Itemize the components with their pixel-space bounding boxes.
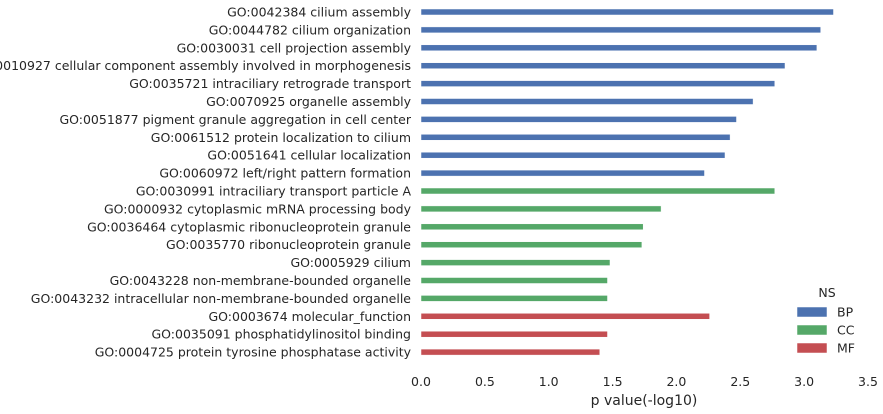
legend-swatch (796, 342, 828, 354)
bar (420, 295, 608, 302)
category-label: GO:0042384 cilium assembly (227, 5, 411, 20)
bar (420, 116, 737, 123)
legend-label: BP (837, 305, 854, 320)
x-tick-label: 0.0 (411, 374, 431, 389)
bar (420, 205, 662, 213)
category-label: GO:0035091 phosphatidylinositol binding (152, 327, 412, 342)
category-label: GO:0005929 cilium (290, 255, 411, 270)
bar (420, 44, 818, 52)
bar (420, 241, 643, 248)
legend-title: NS (818, 285, 835, 300)
bar (420, 259, 611, 266)
category-label: GO:0004725 protein tyrosine phosphatase … (95, 345, 412, 360)
bar (420, 80, 776, 87)
legend-label: CC (837, 323, 855, 338)
category-label: GO:0030031 cell projection assembly (177, 40, 412, 55)
bars-layer (420, 8, 834, 356)
category-label: GO:0035721 intraciliary retrograde trans… (129, 76, 411, 91)
bar (420, 98, 754, 105)
bar (420, 62, 786, 69)
bar (420, 277, 608, 284)
category-label: GO:0051877 pigment granule aggregation i… (59, 112, 411, 127)
category-label: GO:0060972 left/right pattern formation (159, 166, 411, 181)
bar (420, 26, 821, 34)
x-tick-label: 1.0 (539, 374, 559, 389)
bar (420, 169, 705, 177)
category-label: GO:0030991 intraciliary transport partic… (136, 184, 412, 199)
x-axis-label: p value(-log10) (591, 393, 698, 409)
category-label: GO:0044782 cilium organization (209, 22, 411, 37)
bar (420, 151, 726, 159)
x-axis-ticks: 0.0 0.5 1.0 1.5 2.0 2.5 3.0 3.5 (411, 374, 878, 389)
category-label: GO:0003674 molecular_function (208, 309, 411, 324)
bar (420, 8, 834, 16)
x-tick-label: 2.0 (666, 374, 686, 389)
bar (420, 330, 608, 338)
x-tick-label: 3.5 (858, 374, 878, 389)
bar (420, 223, 644, 231)
bar (420, 187, 776, 195)
category-label: GO:0043232 intracellular non-membrane-bo… (31, 291, 412, 306)
x-tick-label: 0.5 (475, 374, 495, 389)
category-labels: GO:0042384 cilium assembly GO:0044782 cil… (0, 5, 412, 360)
bar (420, 313, 710, 320)
legend-label: MF (837, 341, 855, 356)
category-label: GO:0061512 protein localization to ciliu… (151, 130, 411, 145)
x-tick-label: 2.5 (730, 374, 750, 389)
legend: NS BP CC MF (796, 285, 855, 356)
category-label: GO:0036464 cytoplasmic ribonucleoprotein… (87, 219, 411, 234)
category-label: GO:0070925 organelle assembly (206, 94, 412, 109)
bar (420, 134, 731, 141)
bar (420, 348, 601, 356)
legend-swatch (796, 306, 828, 318)
category-label: GO:0000932 cytoplasmic mRNA processing b… (104, 201, 412, 216)
x-tick-label: 1.5 (603, 374, 623, 389)
legend-swatch (796, 324, 828, 336)
category-label: GO:0043228 non-membrane-bounded organell… (110, 273, 412, 288)
category-label: GO:0035770 ribonucleoprotein granule (166, 237, 411, 252)
category-label: GO:0010927 cellular component assembly i… (0, 58, 411, 73)
category-label: GO:0051641 cellular localization (207, 148, 411, 163)
x-tick-label: 3.0 (794, 374, 814, 389)
